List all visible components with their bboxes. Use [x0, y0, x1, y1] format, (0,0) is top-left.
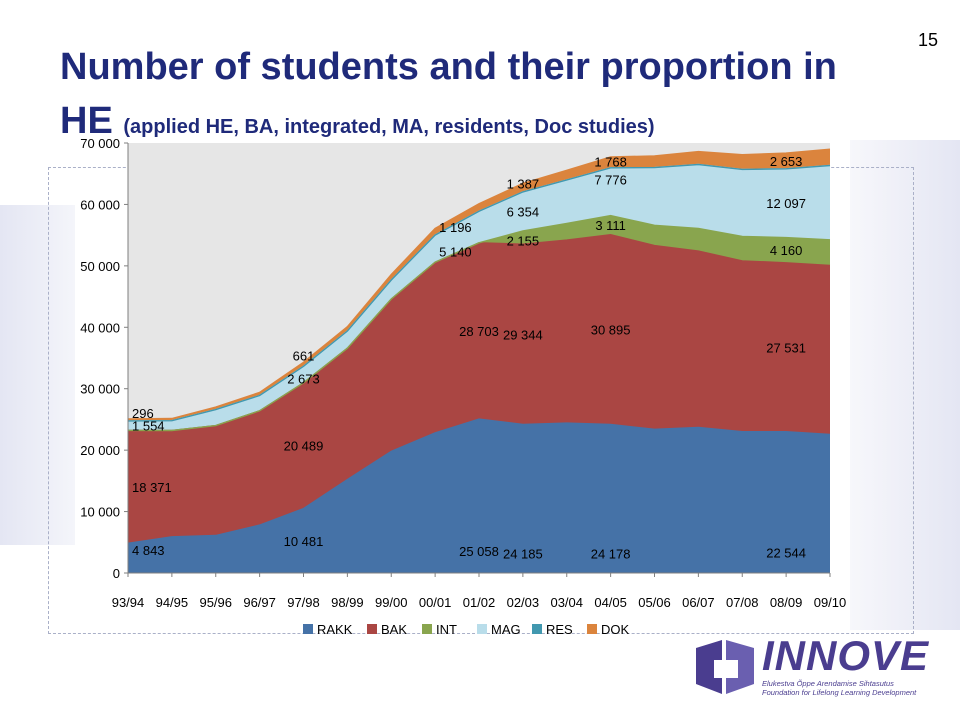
legend-label-mag: MAG	[491, 622, 521, 637]
legend-swatch-bak	[367, 624, 377, 634]
data-label-rakk: 4 843	[132, 543, 165, 558]
y-tick-label: 40 000	[80, 320, 120, 335]
area-bak	[128, 234, 830, 544]
legend-swatch-dok	[587, 624, 597, 634]
y-tick-label: 70 000	[80, 136, 120, 151]
data-label-rakk: 10 481	[284, 534, 324, 549]
y-tick-label: 20 000	[80, 443, 120, 458]
slide-title: Number of students and their proportion …	[60, 40, 900, 154]
y-tick-label: 0	[113, 566, 120, 581]
area-mag	[128, 164, 830, 431]
logo-subtitle-et: Elukestva Õppe Arendamise Sihtasutus	[762, 679, 894, 688]
title-main: Number of students and their proportion …	[60, 46, 837, 142]
x-tick-label: 96/97	[243, 595, 276, 610]
legend-swatch-mag	[477, 624, 487, 634]
right-decoration-band	[850, 140, 960, 630]
innove-logo: INNOVE Elukestva Õppe Arendamise Sihtasu…	[692, 630, 928, 700]
x-tick-label: 07/08	[726, 595, 759, 610]
slide-number: 15	[917, 30, 938, 50]
data-label-rakk: 25 058	[459, 544, 499, 559]
y-tick-label: 30 000	[80, 382, 120, 397]
data-label-int: 3 111	[595, 218, 626, 233]
y-tick-label: 50 000	[80, 259, 120, 274]
x-tick-label: 00/01	[419, 595, 452, 610]
y-tick-label: 10 000	[80, 505, 120, 520]
x-tick-label: 94/95	[156, 595, 189, 610]
data-label-int: 4 160	[770, 243, 803, 258]
data-label-rakk: 24 185	[503, 547, 543, 562]
legend-label-int: INT	[436, 622, 457, 637]
left-decoration-band	[0, 205, 75, 545]
data-label-bak: 18 371	[132, 480, 172, 495]
x-tick-label: 09/10	[814, 595, 847, 610]
x-tick-label: 98/99	[331, 595, 364, 610]
data-label-mag: 5 140	[439, 245, 472, 260]
innove-logo-mark	[696, 640, 754, 694]
x-tick-label: 99/00	[375, 595, 408, 610]
data-label-mag: 1 554	[132, 419, 165, 434]
data-label-bak: 29 344	[503, 327, 543, 342]
x-tick-label: 93/94	[112, 595, 145, 610]
y-tick-label: 60 000	[80, 197, 120, 212]
x-tick-label: 03/04	[550, 595, 583, 610]
line-int	[127, 214, 831, 432]
line-dok	[127, 148, 831, 420]
logo-name: INNOVE	[762, 632, 930, 679]
title-subtitle: (applied HE, BA, integrated, MA, residen…	[123, 116, 655, 138]
line-rakk	[127, 418, 831, 544]
legend-swatch-rakk	[303, 624, 313, 634]
x-tick-label: 95/96	[199, 595, 232, 610]
logo-subtitle-en: Foundation for Lifelong Learning Develop…	[762, 688, 917, 697]
x-tick-label: 01/02	[463, 595, 496, 610]
x-tick-label: 97/98	[287, 595, 320, 610]
data-label-dok: 1 387	[507, 177, 540, 192]
area-rakk	[128, 419, 830, 573]
data-label-dok: 1 768	[594, 154, 627, 169]
data-label-bak: 28 703	[459, 324, 499, 339]
data-label-mag: 2 673	[287, 372, 320, 387]
data-label-bak: 30 895	[591, 323, 631, 338]
x-tick-label: 02/03	[507, 595, 540, 610]
legend-label-dok: DOK	[601, 622, 630, 637]
data-label-dok: 1 196	[439, 220, 472, 235]
x-tick-label: 08/09	[770, 595, 803, 610]
data-label-dok: 296	[132, 406, 154, 421]
data-label-mag: 6 354	[507, 204, 540, 219]
legend-label-res: RES	[546, 622, 573, 637]
x-tick-label: 05/06	[638, 595, 671, 610]
line-res	[127, 163, 831, 422]
x-tick-label: 04/05	[594, 595, 627, 610]
data-label-int: 2 155	[507, 234, 540, 249]
data-label-dok: 2 653	[770, 154, 803, 169]
x-tick-label: 06/07	[682, 595, 715, 610]
data-label-mag: 7 776	[594, 173, 627, 188]
legend-swatch-int	[422, 624, 432, 634]
data-label-bak: 20 489	[284, 439, 324, 454]
legend-label-bak: BAK	[381, 622, 407, 637]
data-label-rakk: 24 178	[591, 547, 631, 562]
data-label-bak: 27 531	[766, 340, 806, 355]
data-label-mag: 12 097	[766, 196, 806, 211]
data-label-dok: 661	[293, 348, 315, 363]
data-label-rakk: 22 544	[766, 545, 806, 560]
legend-swatch-res	[532, 624, 542, 634]
legend-label-rakk: RAKK	[317, 622, 353, 637]
